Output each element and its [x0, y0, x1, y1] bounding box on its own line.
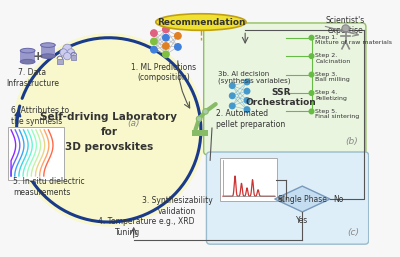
Circle shape	[203, 109, 208, 114]
Circle shape	[196, 116, 202, 122]
Text: Self-driving Laboratory
for
3D perovskites: Self-driving Laboratory for 3D perovskit…	[40, 112, 177, 152]
Bar	[20, 51, 35, 62]
Text: Final sintering: Final sintering	[315, 114, 360, 119]
Circle shape	[309, 91, 314, 95]
FancyBboxPatch shape	[220, 159, 278, 201]
Circle shape	[230, 103, 235, 109]
FancyBboxPatch shape	[8, 127, 64, 180]
FancyBboxPatch shape	[204, 23, 366, 155]
Text: No: No	[334, 195, 344, 204]
Text: SSR
Orchestration: SSR Orchestration	[246, 88, 316, 107]
Circle shape	[342, 25, 349, 32]
Text: Step 5.: Step 5.	[315, 109, 337, 114]
Circle shape	[309, 72, 314, 77]
Text: Step 1.: Step 1.	[315, 35, 337, 40]
Ellipse shape	[20, 48, 35, 53]
Circle shape	[64, 52, 71, 60]
Text: (a): (a)	[128, 119, 140, 128]
Circle shape	[151, 38, 157, 45]
Circle shape	[309, 54, 314, 58]
Circle shape	[163, 34, 169, 41]
Text: (c): (c)	[348, 228, 360, 237]
Circle shape	[309, 109, 314, 114]
Bar	[40, 45, 55, 56]
Circle shape	[244, 79, 250, 85]
Circle shape	[12, 33, 206, 227]
Text: Calcination: Calcination	[315, 59, 350, 64]
Circle shape	[151, 30, 157, 36]
Text: Yes: Yes	[296, 216, 308, 225]
Text: Ball milling: Ball milling	[315, 77, 350, 82]
Ellipse shape	[20, 59, 35, 64]
Circle shape	[244, 98, 250, 103]
Circle shape	[163, 26, 169, 33]
Text: Pelletizing: Pelletizing	[315, 96, 347, 101]
Circle shape	[60, 49, 67, 56]
Text: Step 2.: Step 2.	[315, 53, 338, 58]
Circle shape	[175, 44, 181, 50]
Text: Step 3.: Step 3.	[315, 72, 338, 77]
Text: +: +	[32, 50, 43, 63]
FancyBboxPatch shape	[206, 152, 369, 244]
Text: 4. Temperature
Tuning: 4. Temperature Tuning	[98, 217, 156, 237]
Circle shape	[230, 83, 235, 88]
Text: Recommendation: Recommendation	[157, 17, 245, 26]
Text: Mixture of raw materials: Mixture of raw materials	[315, 41, 392, 45]
Circle shape	[151, 47, 157, 53]
Text: 3b. AI decision
(synthesis variables): 3b. AI decision (synthesis variables)	[218, 71, 291, 84]
Text: Scientist's
expertise: Scientist's expertise	[326, 16, 365, 35]
Polygon shape	[275, 186, 330, 212]
Circle shape	[67, 49, 75, 56]
Ellipse shape	[156, 14, 246, 30]
Circle shape	[230, 93, 235, 98]
Text: 6. Attributes to
the synthesis: 6. Attributes to the synthesis	[11, 106, 69, 126]
Bar	[71, 55, 76, 60]
Text: 7. Data
Infrastructure: 7. Data Infrastructure	[6, 68, 59, 88]
Circle shape	[244, 107, 250, 112]
Circle shape	[63, 44, 72, 53]
Circle shape	[163, 51, 169, 58]
Text: 2. Automated
pellet preparation: 2. Automated pellet preparation	[216, 109, 285, 128]
Circle shape	[244, 88, 250, 94]
Bar	[57, 59, 63, 63]
Text: 3. Synthesizability
validation
e.g., XRD: 3. Synthesizability validation e.g., XRD	[142, 196, 212, 226]
Ellipse shape	[40, 54, 55, 58]
Text: Single Phase: Single Phase	[278, 195, 327, 204]
Text: Step 4.: Step 4.	[315, 90, 338, 95]
Ellipse shape	[40, 43, 55, 47]
Circle shape	[175, 33, 181, 39]
Text: 1. ML Predictions
(composition): 1. ML Predictions (composition)	[132, 63, 197, 82]
Circle shape	[163, 43, 169, 49]
Text: 5. In-situ dielectric
measurements: 5. In-situ dielectric measurements	[13, 177, 84, 197]
Bar	[192, 130, 208, 136]
Circle shape	[309, 35, 314, 40]
Text: (b): (b)	[345, 137, 358, 146]
